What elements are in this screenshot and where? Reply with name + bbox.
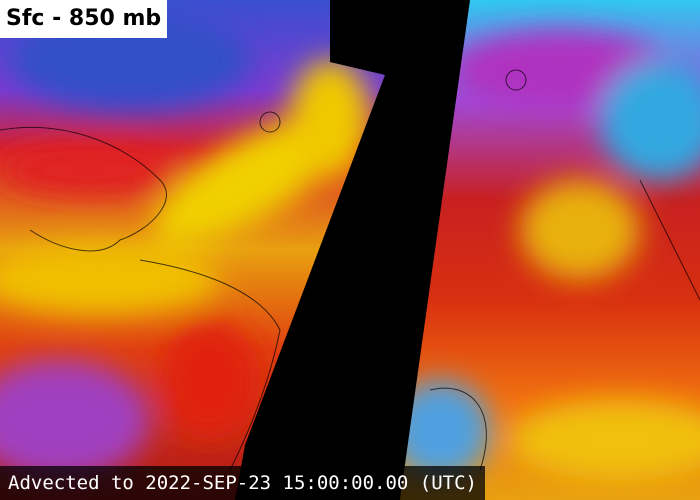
coastlines	[0, 69, 700, 471]
moisture-features	[0, 10, 700, 480]
timestamp: Advected to 2022-SEP-23 15:00:00.00 (UTC…	[0, 466, 485, 500]
layer-label: Sfc - 850 mb	[0, 0, 168, 38]
data-gap	[235, 0, 470, 500]
